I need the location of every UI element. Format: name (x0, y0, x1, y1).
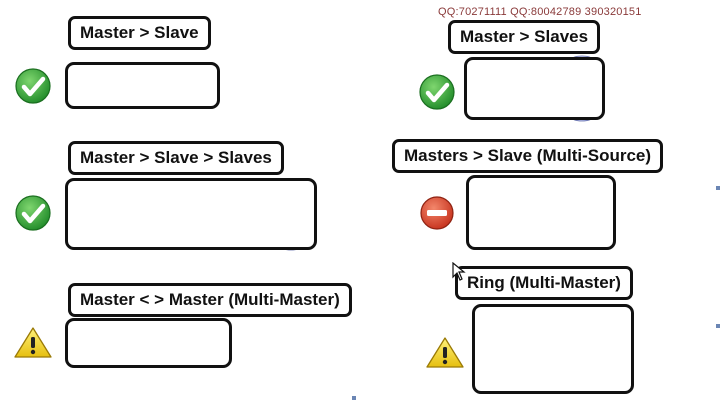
no-entry-icon (420, 196, 454, 230)
check-icon (15, 195, 51, 231)
title-multi-source: Masters > Slave (Multi-Source) (392, 139, 664, 173)
warning-icon (426, 337, 464, 368)
diagram-box-ring (472, 304, 634, 394)
edge-marker (352, 396, 356, 400)
title-ring: Ring (Multi-Master) (455, 266, 633, 300)
edge-marker (716, 186, 720, 190)
title-master-slave-slaves: Master > Slave > Slaves (68, 141, 284, 175)
check-icon (419, 74, 455, 110)
check-icon (15, 68, 51, 104)
diagram-box-master-slave (65, 62, 220, 109)
edge-marker (716, 324, 720, 328)
mouse-cursor-icon (452, 262, 466, 281)
warning-icon (14, 327, 52, 358)
diagram-box-master-slave-slaves (65, 178, 317, 250)
title-master-slaves: Master > Slaves (448, 20, 601, 54)
diagram-box-master-slaves (464, 57, 605, 120)
watermark-text: QQ:70271111 QQ:80042789 390320151 (438, 6, 642, 18)
diagram-box-master-master (65, 318, 232, 368)
title-master-slave: Master > Slave (68, 16, 211, 50)
title-master-master: Master < > Master (Multi-Master) (68, 283, 352, 317)
diagram-box-multi-source (466, 175, 616, 250)
